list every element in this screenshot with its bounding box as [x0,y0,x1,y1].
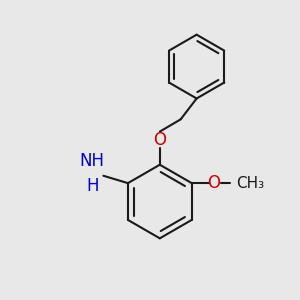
Text: H: H [86,177,99,195]
Text: CH₃: CH₃ [236,176,264,190]
Text: NH: NH [80,152,105,169]
Text: O: O [153,131,166,149]
Text: O: O [207,173,220,191]
